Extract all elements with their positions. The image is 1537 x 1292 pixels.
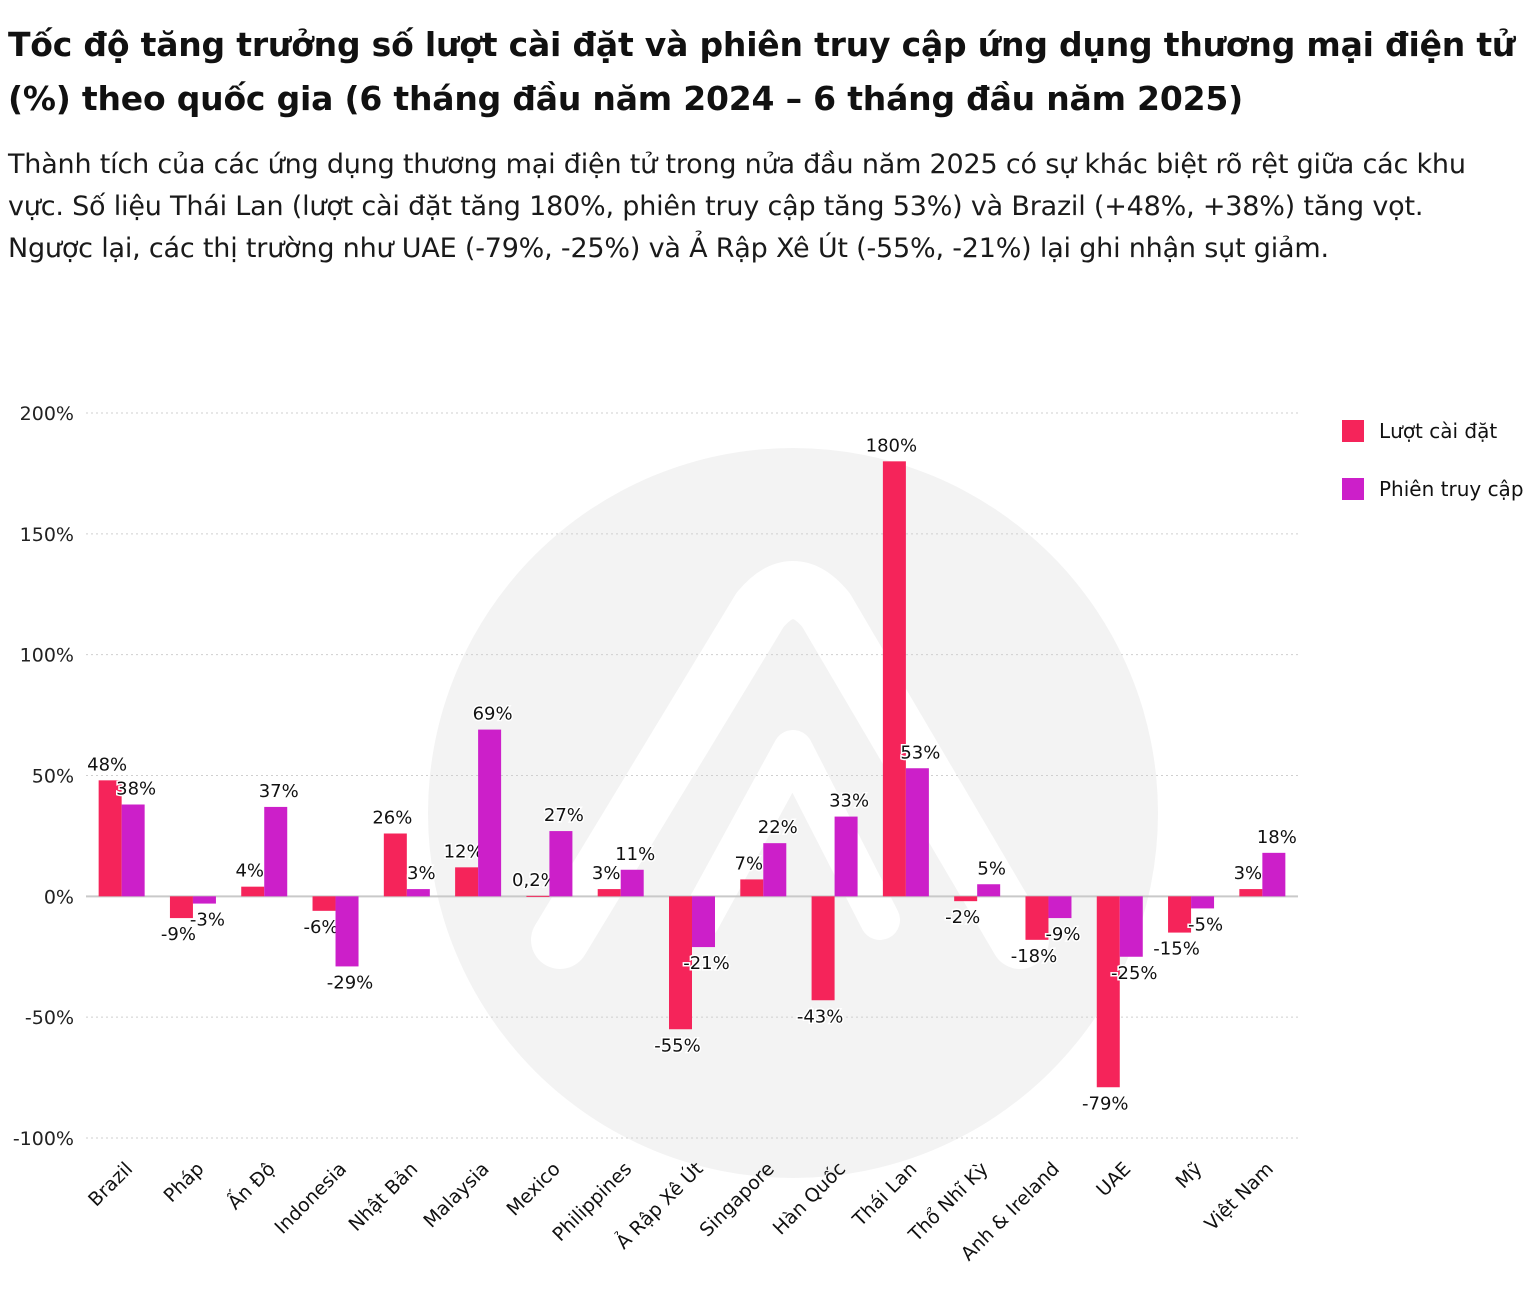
- bar-installs: [455, 867, 479, 897]
- data-label: 38%: [116, 779, 156, 800]
- y-tick-label: 150%: [20, 524, 74, 546]
- bar-sessions: [264, 806, 288, 897]
- bar-sessions: [406, 889, 430, 897]
- y-tick-label: 200%: [20, 403, 74, 425]
- bar-installs: [312, 896, 336, 911]
- legend-swatch-sessions: [1342, 478, 1364, 500]
- data-label: -3%: [190, 910, 225, 931]
- data-label: 27%: [544, 805, 584, 826]
- data-label: -55%: [654, 1035, 701, 1056]
- legend-label-installs: Lượt cài đặt: [1379, 419, 1498, 443]
- bar-sessions: [478, 729, 502, 897]
- x-tick-label: Mexico: [502, 1158, 564, 1220]
- bar-installs: [597, 889, 621, 897]
- y-tick-label: 100%: [20, 645, 74, 667]
- data-label: -25%: [1111, 963, 1158, 984]
- bar-sessions: [121, 804, 145, 897]
- bar-installs: [740, 879, 764, 897]
- legend-label-sessions: Phiên truy cập: [1379, 477, 1524, 501]
- bar-sessions: [620, 869, 644, 897]
- bar-installs: [1025, 896, 1049, 940]
- y-tick-label: -50%: [25, 1007, 74, 1029]
- bar-sessions: [692, 896, 715, 948]
- data-label: 7%: [735, 853, 764, 874]
- x-tick-label: Việt Nam: [1201, 1158, 1278, 1235]
- bar-chart: 200%150%100%50%0%-50%-100% 48%38%-9%-3%4…: [13, 403, 1299, 1265]
- bar-sessions: [905, 768, 929, 897]
- legend-item-installs: Lượt cài đặt: [1342, 402, 1524, 460]
- legend: Lượt cài đặt Phiên truy cập: [1342, 402, 1524, 518]
- y-tick-label: 0%: [44, 886, 74, 908]
- x-tick-label: Mỹ: [1171, 1158, 1206, 1193]
- bar-installs: [383, 833, 407, 897]
- bar-installs: [669, 896, 692, 1030]
- data-label: 26%: [372, 808, 412, 829]
- data-label: 48%: [87, 754, 127, 775]
- x-tick-label: Nhật Bản: [344, 1158, 422, 1236]
- bar-sessions: [1191, 896, 1215, 909]
- data-label: 37%: [259, 781, 299, 802]
- data-label: 180%: [866, 435, 917, 456]
- data-label: 33%: [829, 791, 869, 812]
- bar-installs: [169, 896, 193, 919]
- legend-swatch-installs: [1342, 420, 1364, 442]
- data-label: 3%: [592, 863, 621, 884]
- watermark-logo: [428, 448, 1158, 1178]
- data-label: -5%: [1188, 914, 1223, 935]
- x-tick-label: Brazil: [84, 1158, 137, 1211]
- bar-installs: [1168, 896, 1192, 933]
- data-label: -29%: [327, 972, 374, 993]
- data-label: -9%: [1045, 924, 1080, 945]
- data-label: 18%: [1257, 827, 1297, 848]
- bar-installs: [811, 896, 835, 1001]
- data-label: -15%: [1153, 939, 1200, 960]
- x-tick-label: Malaysia: [419, 1158, 493, 1232]
- x-tick-label: Pháp: [160, 1158, 209, 1207]
- data-label: 11%: [615, 844, 655, 865]
- bar-installs: [241, 886, 265, 897]
- y-axis: 200% 150% 100% 50% 0% -50% -100%: [13, 403, 74, 1150]
- x-tick-label: Indonesia: [271, 1158, 352, 1239]
- legend-item-sessions: Phiên truy cập: [1342, 460, 1524, 518]
- data-label: 53%: [900, 742, 940, 763]
- data-label: 69%: [473, 704, 513, 725]
- data-label: -9%: [161, 924, 196, 945]
- x-tick-label: Ấn Độ: [221, 1156, 279, 1214]
- data-label: 12%: [444, 841, 484, 862]
- data-label: -79%: [1082, 1093, 1129, 1114]
- bar-installs: [98, 780, 122, 897]
- data-label: -18%: [1011, 946, 1058, 967]
- data-label: -43%: [797, 1006, 844, 1027]
- data-label: -6%: [303, 917, 338, 938]
- y-tick-label: 50%: [32, 766, 74, 788]
- x-tick-label: UAE: [1092, 1158, 1135, 1201]
- data-label: -21%: [683, 953, 730, 974]
- bar-installs: [1239, 889, 1263, 897]
- chart-title: Tốc độ tăng trưởng số lượt cài đặt và ph…: [8, 25, 1516, 118]
- bar-installs: [1096, 896, 1120, 1088]
- bar-sessions: [192, 896, 216, 904]
- bars: 48%38%-9%-3%4%37%-6%-29%26%3%12%69%0,2%2…: [86, 434, 1299, 1116]
- data-label: 3%: [407, 863, 436, 884]
- bar-sessions: [1262, 852, 1286, 897]
- chart-subtitle: Thành tích của các ứng dụng thương mại đ…: [8, 149, 1466, 264]
- bar-sessions: [335, 896, 359, 967]
- bar-installs: [526, 895, 550, 897]
- bar-installs: [882, 461, 906, 897]
- data-label: -2%: [945, 907, 980, 928]
- y-tick-label: -100%: [13, 1128, 74, 1150]
- data-label: 5%: [977, 858, 1006, 879]
- bar-installs: [954, 896, 978, 902]
- bar-sessions: [763, 843, 787, 897]
- bar-sessions: [549, 831, 573, 897]
- bar-sessions: [1048, 896, 1072, 919]
- data-label: 4%: [235, 861, 264, 882]
- bar-sessions: [977, 884, 1001, 897]
- data-label: 3%: [1234, 863, 1263, 884]
- bar-sessions: [1119, 896, 1143, 957]
- bar-sessions: [834, 816, 858, 897]
- data-label: 22%: [758, 817, 798, 838]
